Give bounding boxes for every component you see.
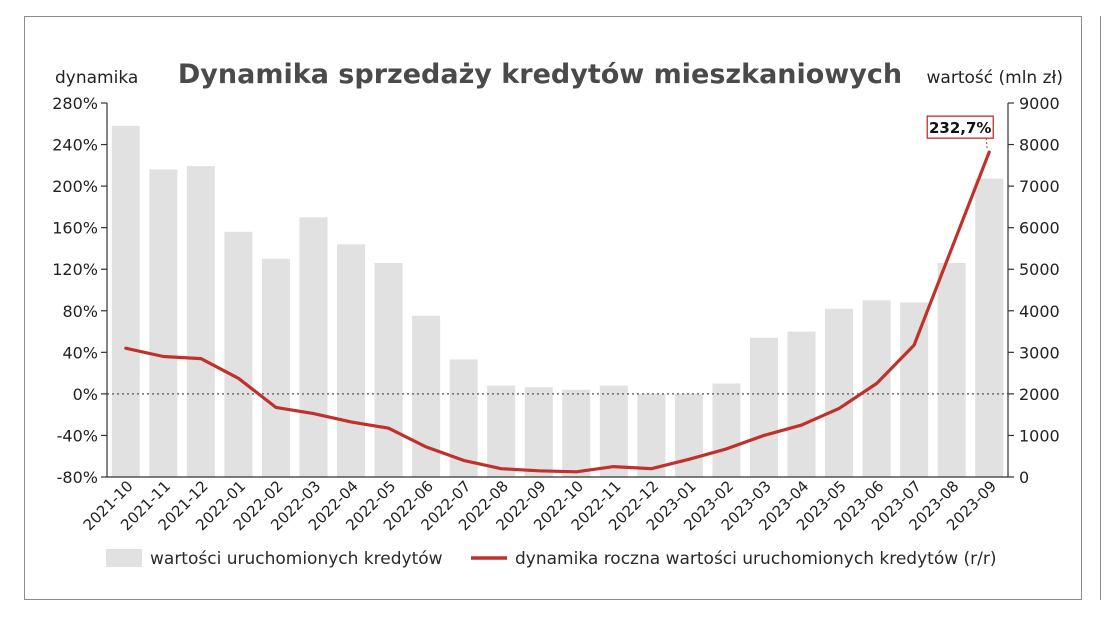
- legend-bar-label: wartości uruchomionych kredytów: [150, 549, 443, 569]
- bar-2022-09: [524, 387, 553, 477]
- right-tick-label: 1000: [1019, 426, 1060, 445]
- bar-2022-10: [562, 389, 591, 477]
- left-tick-label: 200%: [52, 177, 98, 196]
- bar-2023-05: [825, 308, 854, 477]
- bar-2021-12: [186, 166, 215, 478]
- right-tick-label: 0: [1019, 468, 1029, 487]
- right-tick-label: 6000: [1019, 219, 1060, 238]
- left-tick-label: 80%: [62, 302, 98, 321]
- right-tick-label: 8000: [1019, 136, 1060, 155]
- left-tick-label: 240%: [52, 136, 98, 155]
- right-tick-label: 5000: [1019, 260, 1060, 279]
- legend-line-label: dynamika roczna wartości uruchomionych k…: [515, 549, 997, 569]
- left-tick-label: 0%: [73, 385, 98, 404]
- bar-2023-09: [975, 178, 1004, 477]
- bar-series: [111, 125, 1004, 478]
- legend: wartości uruchomionych kredytów dynamika…: [106, 549, 997, 569]
- annotation-leader: [985, 138, 988, 151]
- frame-edge-line: [1100, 16, 1101, 600]
- bar-2022-03: [299, 217, 328, 477]
- left-tick-label: 160%: [52, 219, 98, 238]
- left-tick-label: 40%: [62, 343, 98, 362]
- bar-2022-05: [374, 262, 403, 477]
- bar-2021-11: [149, 169, 178, 477]
- bar-2022-04: [337, 244, 366, 477]
- bar-2022-12: [637, 393, 666, 477]
- axes: 280% 240% 200% 160% 120% 80% 40% 0% -40% -80% 9000…: [52, 94, 1059, 487]
- right-tick-label: 4000: [1019, 302, 1060, 321]
- bar-2023-02: [712, 383, 741, 477]
- x-axis-labels: 2021-102021-112021-122022-012022-022022-…: [80, 477, 1001, 534]
- bar-2022-11: [599, 385, 628, 477]
- chart-frame: [24, 16, 1082, 600]
- bar-2022-08: [487, 385, 516, 477]
- chart-title: Dynamika sprzedaży kredytów mieszkaniowy…: [178, 59, 902, 90]
- left-axis-title: dynamika: [55, 68, 138, 88]
- bar-2021-10: [111, 125, 140, 477]
- right-tick-label: 3000: [1019, 343, 1060, 362]
- annotation-label: 232,7%: [929, 119, 991, 137]
- bar-2023-01: [674, 393, 703, 477]
- right-tick-label: 9000: [1019, 94, 1060, 113]
- bar-2022-06: [412, 315, 441, 477]
- right-axis-title: wartość (mln zł): [927, 68, 1063, 88]
- right-tick-label: 7000: [1019, 177, 1060, 196]
- bar-2022-01: [224, 231, 253, 477]
- legend-bar-swatch: [106, 549, 142, 567]
- left-tick-label: 280%: [52, 94, 98, 113]
- annotation-box: [926, 115, 994, 139]
- left-tick-label: -80%: [57, 468, 98, 487]
- bar-2022-02: [261, 258, 290, 477]
- bar-2023-08: [937, 262, 966, 477]
- left-tick-label: -40%: [57, 426, 98, 445]
- right-tick-label: 2000: [1019, 385, 1060, 404]
- bar-2023-07: [900, 302, 929, 477]
- line-series: [124, 150, 991, 474]
- bar-2023-03: [749, 337, 778, 477]
- annotation: 232,7%: [926, 115, 994, 151]
- bar-2023-04: [787, 331, 816, 477]
- line-dynamika: [124, 150, 991, 474]
- left-tick-label: 120%: [52, 260, 98, 279]
